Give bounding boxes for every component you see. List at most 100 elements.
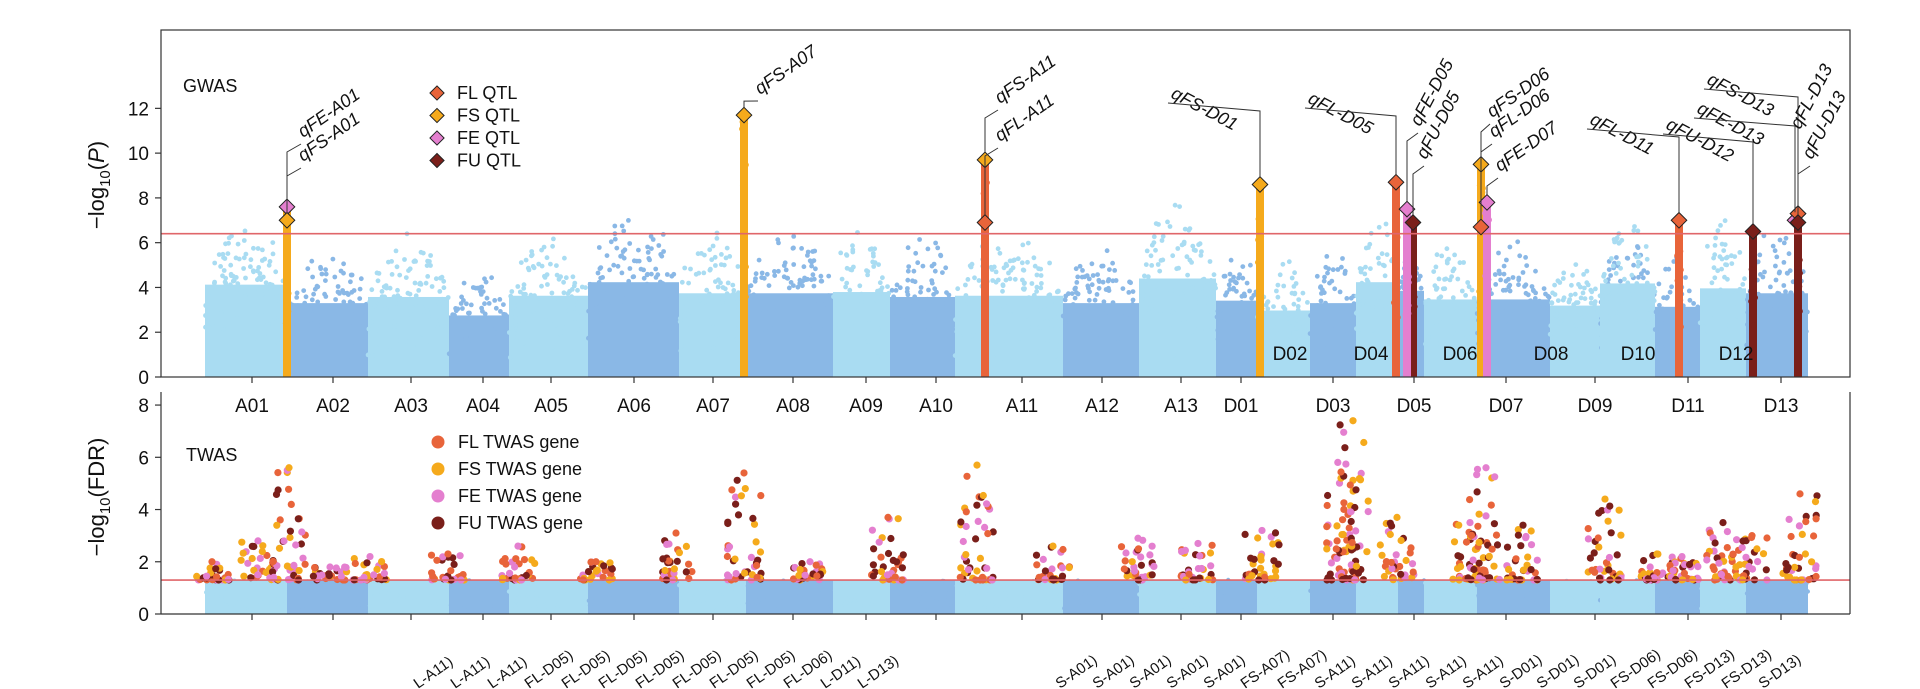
twas-gene-point xyxy=(1763,534,1771,542)
twas-gene-point xyxy=(813,572,821,580)
gwas-point xyxy=(1240,275,1246,281)
twas-gene-point xyxy=(1754,558,1762,566)
twas-point xyxy=(215,604,220,609)
twas-gene-peak xyxy=(1049,542,1057,550)
twas-point xyxy=(642,603,648,609)
gwas-point xyxy=(575,287,580,293)
gwas-point xyxy=(571,306,577,311)
twas-point xyxy=(1430,597,1435,603)
gwas-chr-fill xyxy=(679,293,746,377)
gwas-qtl-point xyxy=(1411,293,1418,300)
gwas-point xyxy=(864,268,869,273)
qtl-marker-qfu-d12 xyxy=(1744,222,1762,240)
twas-gene-point xyxy=(1514,526,1522,534)
twas-gene-point xyxy=(1505,565,1513,574)
twas-point xyxy=(579,599,584,605)
twas-gene-point xyxy=(972,535,980,543)
twas-point xyxy=(1161,589,1166,595)
twas-gene-point xyxy=(1493,541,1502,549)
gwas-point xyxy=(536,307,542,312)
gwas-point xyxy=(1037,325,1043,330)
gwas-point xyxy=(1805,309,1810,315)
twas-point xyxy=(1699,606,1704,611)
twas-point xyxy=(1108,584,1113,589)
gwas-point xyxy=(1687,297,1693,303)
gwas-point xyxy=(1266,353,1272,358)
twas-gene-point xyxy=(1759,550,1768,558)
twas-point xyxy=(1797,593,1803,598)
twas-point xyxy=(1039,589,1044,594)
gwas-point xyxy=(763,328,769,334)
twas-point xyxy=(475,585,480,590)
gwas-point xyxy=(621,303,627,308)
twas-point xyxy=(681,587,686,592)
gwas-point xyxy=(997,304,1002,309)
gwas-qtl-point xyxy=(980,190,987,197)
twas-point xyxy=(1340,593,1346,598)
twas-point xyxy=(264,595,269,601)
twas-gene-point xyxy=(531,559,539,568)
gwas-point xyxy=(912,294,918,300)
twas-gene-point xyxy=(1334,458,1342,466)
gwas-point xyxy=(1339,305,1345,311)
gwas-point xyxy=(1106,277,1112,282)
twas-gene-point xyxy=(1347,517,1355,526)
twas-gene-point xyxy=(1604,517,1612,525)
twas-point xyxy=(239,596,245,601)
gwas-point xyxy=(1715,268,1721,274)
twas-gene-point xyxy=(370,571,378,579)
twas-point xyxy=(1381,596,1387,601)
twas-point xyxy=(922,591,927,597)
twas-point xyxy=(955,590,960,595)
twas-gene-point xyxy=(1584,535,1592,543)
twas-gene-point xyxy=(1450,538,1459,546)
gwas-point xyxy=(772,324,778,330)
twas-gene-point xyxy=(1522,534,1530,542)
gwas-point xyxy=(1286,259,1292,265)
twas-point xyxy=(1509,584,1515,589)
gwas-point xyxy=(1003,261,1009,267)
gwas-point xyxy=(1599,306,1605,312)
twas-point xyxy=(314,584,320,589)
twas-point xyxy=(818,600,823,605)
gwas-point xyxy=(1584,280,1590,286)
twas-point xyxy=(717,592,722,597)
gwas-point xyxy=(1713,235,1718,241)
twas-gene-point xyxy=(212,565,220,573)
gwas-qtl-column xyxy=(1675,220,1683,377)
gwas-point xyxy=(489,326,494,332)
gwas-point xyxy=(382,294,388,300)
gwas-point xyxy=(335,310,341,316)
gwas-point xyxy=(1026,295,1032,301)
gwas-qtl-point xyxy=(1677,248,1684,255)
gwas-point xyxy=(1334,308,1340,314)
twas-point xyxy=(661,606,666,611)
gwas-point xyxy=(963,282,968,288)
twas-gene-point xyxy=(1035,573,1043,581)
gwas-point xyxy=(1006,270,1011,276)
gwas-point xyxy=(795,306,801,312)
gwas-point xyxy=(1326,266,1331,272)
gwas-y-tick-label: 12 xyxy=(128,99,149,120)
gwas-point xyxy=(1640,275,1646,281)
gwas-point xyxy=(849,323,854,329)
twas-point xyxy=(775,584,781,590)
twas-gene-point xyxy=(1811,498,1820,506)
twas-point xyxy=(1484,585,1490,590)
gwas-point xyxy=(1497,271,1503,277)
gwas-point xyxy=(216,252,222,257)
gwas-point xyxy=(1616,260,1621,266)
twas-gene-point xyxy=(239,549,247,557)
twas-point xyxy=(652,583,657,588)
gwas-point xyxy=(621,296,626,302)
qtl-leader-line xyxy=(1486,177,1499,195)
twas-point xyxy=(1648,587,1653,592)
gwas-point xyxy=(839,276,845,282)
gwas-point xyxy=(1472,303,1478,309)
twas-point xyxy=(587,603,593,608)
twas-point xyxy=(1561,593,1566,598)
gwas-point xyxy=(397,272,403,278)
gwas-point xyxy=(1354,293,1360,299)
twas-point xyxy=(1006,594,1012,599)
twas-gene-point xyxy=(1360,438,1368,447)
